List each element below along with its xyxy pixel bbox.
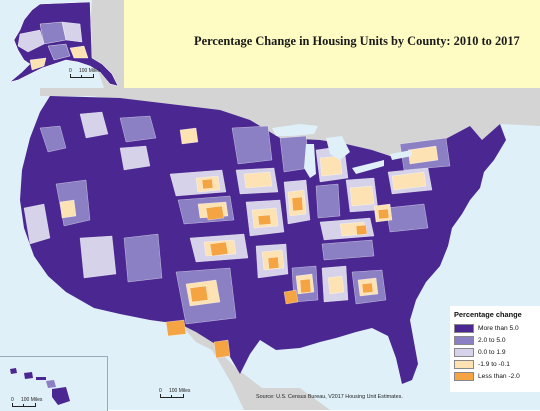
hawaii-inset: 0 100 Miles: [0, 356, 108, 411]
hawaii-scale-label: 100 Miles: [21, 397, 43, 403]
alaska-scale-bar: 0 100 Miles: [69, 68, 100, 78]
legend-label: 2.0 to 5.0: [478, 337, 506, 344]
alaska-map: [9, 0, 124, 88]
county-group-new-mexico-light: [123, 233, 163, 283]
county-group-montana-light: [119, 115, 157, 143]
lake-michigan: [304, 144, 316, 178]
county-group-kansas-orange: [205, 205, 225, 221]
county-group-mississippi-delta-orange: [283, 289, 299, 305]
alaska-scale-zero: 0: [69, 68, 72, 74]
county-group-virginia-light: [385, 203, 429, 233]
legend-item-neg-1-9-to-neg-0-1: -1.9 to -0.1: [454, 360, 510, 369]
county-group-michigan-tan: [319, 155, 343, 177]
legend-swatch: [454, 348, 474, 357]
alaska-scale-label: 100 Miles: [79, 68, 101, 74]
county-group-arkansas-orange: [267, 256, 280, 270]
legend-swatch: [454, 372, 474, 381]
county-group-wyoming-light: [119, 145, 151, 171]
lake-superior: [272, 124, 318, 136]
county-group-arizona-light: [79, 235, 117, 279]
main-scale-zero: 0: [159, 388, 162, 394]
county-group-nevada-tan: [59, 199, 77, 219]
source-note: Source: U.S. Census Bureau, V2017 Housin…: [256, 394, 403, 400]
title-banner: Percentage Change in Housing Units by Co…: [124, 0, 540, 88]
county-group-west-virginia-orange: [377, 208, 390, 220]
alaska-county-tan-1: [29, 57, 47, 71]
county-group-illinois-orange: [291, 196, 304, 212]
legend-item-0-to-1-9: 0.0 to 1.9: [454, 348, 506, 357]
county-group-minnesota-light: [231, 125, 273, 165]
alaska-county-light-2: [61, 21, 83, 43]
legend-title: Percentage change: [454, 310, 522, 319]
lake-huron: [326, 136, 350, 160]
legend-swatch: [454, 360, 474, 369]
county-group-new-york-tan: [407, 145, 439, 165]
county-group-pennsylvania-tan: [391, 171, 427, 191]
hawaii-map: [10, 368, 70, 405]
main-scale-label: 100 Miles: [169, 388, 191, 394]
county-group-missouri-orange: [257, 214, 272, 226]
contiguous-us-map: [20, 88, 540, 410]
legend-label: Less than -2.0: [478, 373, 520, 380]
legend-label: More than 5.0: [478, 325, 519, 332]
legend-swatch: [454, 336, 474, 345]
hawaii-island-big-island: [52, 387, 70, 405]
alaska-county-light-3: [17, 29, 45, 53]
usa-landmass: [20, 96, 506, 384]
county-group-nebraska-orange: [201, 178, 214, 190]
county-group-kentucky-orange: [355, 224, 368, 236]
legend-item-less-than-neg-2: Less than -2.0: [454, 372, 520, 381]
county-group-texas-orange-1: [189, 285, 209, 303]
hawaii-island-molokai: [36, 377, 46, 380]
canada-land: [40, 88, 540, 158]
lake-ontario: [390, 150, 412, 160]
county-group-north-dakota-tan: [179, 127, 199, 145]
hawaii-island-maui: [46, 380, 56, 388]
hawaii-scale-zero: 0: [11, 397, 14, 403]
county-group-tennessee-light: [321, 239, 375, 261]
legend-label: -1.9 to -0.1: [478, 361, 510, 368]
hawaii-island-oahu: [24, 372, 33, 379]
main-scale-bar: 0 100 Miles: [159, 388, 190, 398]
county-group-indiana-light: [315, 183, 341, 219]
legend-item-more-than-5: More than 5.0: [454, 324, 519, 333]
mexico-land: [60, 288, 330, 410]
county-group-idaho-light: [79, 111, 109, 139]
legend: Percentage change More than 5.0 2.0 to 5…: [450, 306, 540, 392]
hawaii-island-kauai: [10, 368, 17, 374]
county-group-iowa-tan: [243, 171, 273, 189]
county-group-alabama-tan: [327, 275, 345, 295]
legend-item-2-to-5: 2.0 to 5.0: [454, 336, 506, 345]
legend-swatch: [454, 324, 474, 333]
county-mosaic: [23, 111, 451, 359]
county-group-georgia-orange: [361, 282, 374, 294]
alaska-county-light-1: [39, 21, 67, 45]
county-group-oklahoma-orange: [209, 241, 229, 257]
map-title: Percentage Change in Housing Units by Co…: [194, 34, 520, 48]
legend-label: 0.0 to 1.9: [478, 349, 506, 356]
alaska-county-tan-2: [69, 45, 89, 59]
county-group-pacific-nw-light: [39, 125, 67, 153]
alaska-inset: 0 100 Miles: [0, 0, 125, 89]
lake-erie: [352, 160, 384, 174]
county-group-texas-orange-3: [213, 339, 231, 359]
alaska-county-light-4: [47, 43, 71, 61]
county-group-mississippi-orange: [299, 278, 312, 294]
hawaii-scale-bar: 0 100 Miles: [11, 397, 42, 407]
county-group-ohio-tan: [349, 185, 375, 207]
county-group-texas-orange-2: [165, 319, 187, 337]
county-group-california-light: [23, 203, 51, 245]
